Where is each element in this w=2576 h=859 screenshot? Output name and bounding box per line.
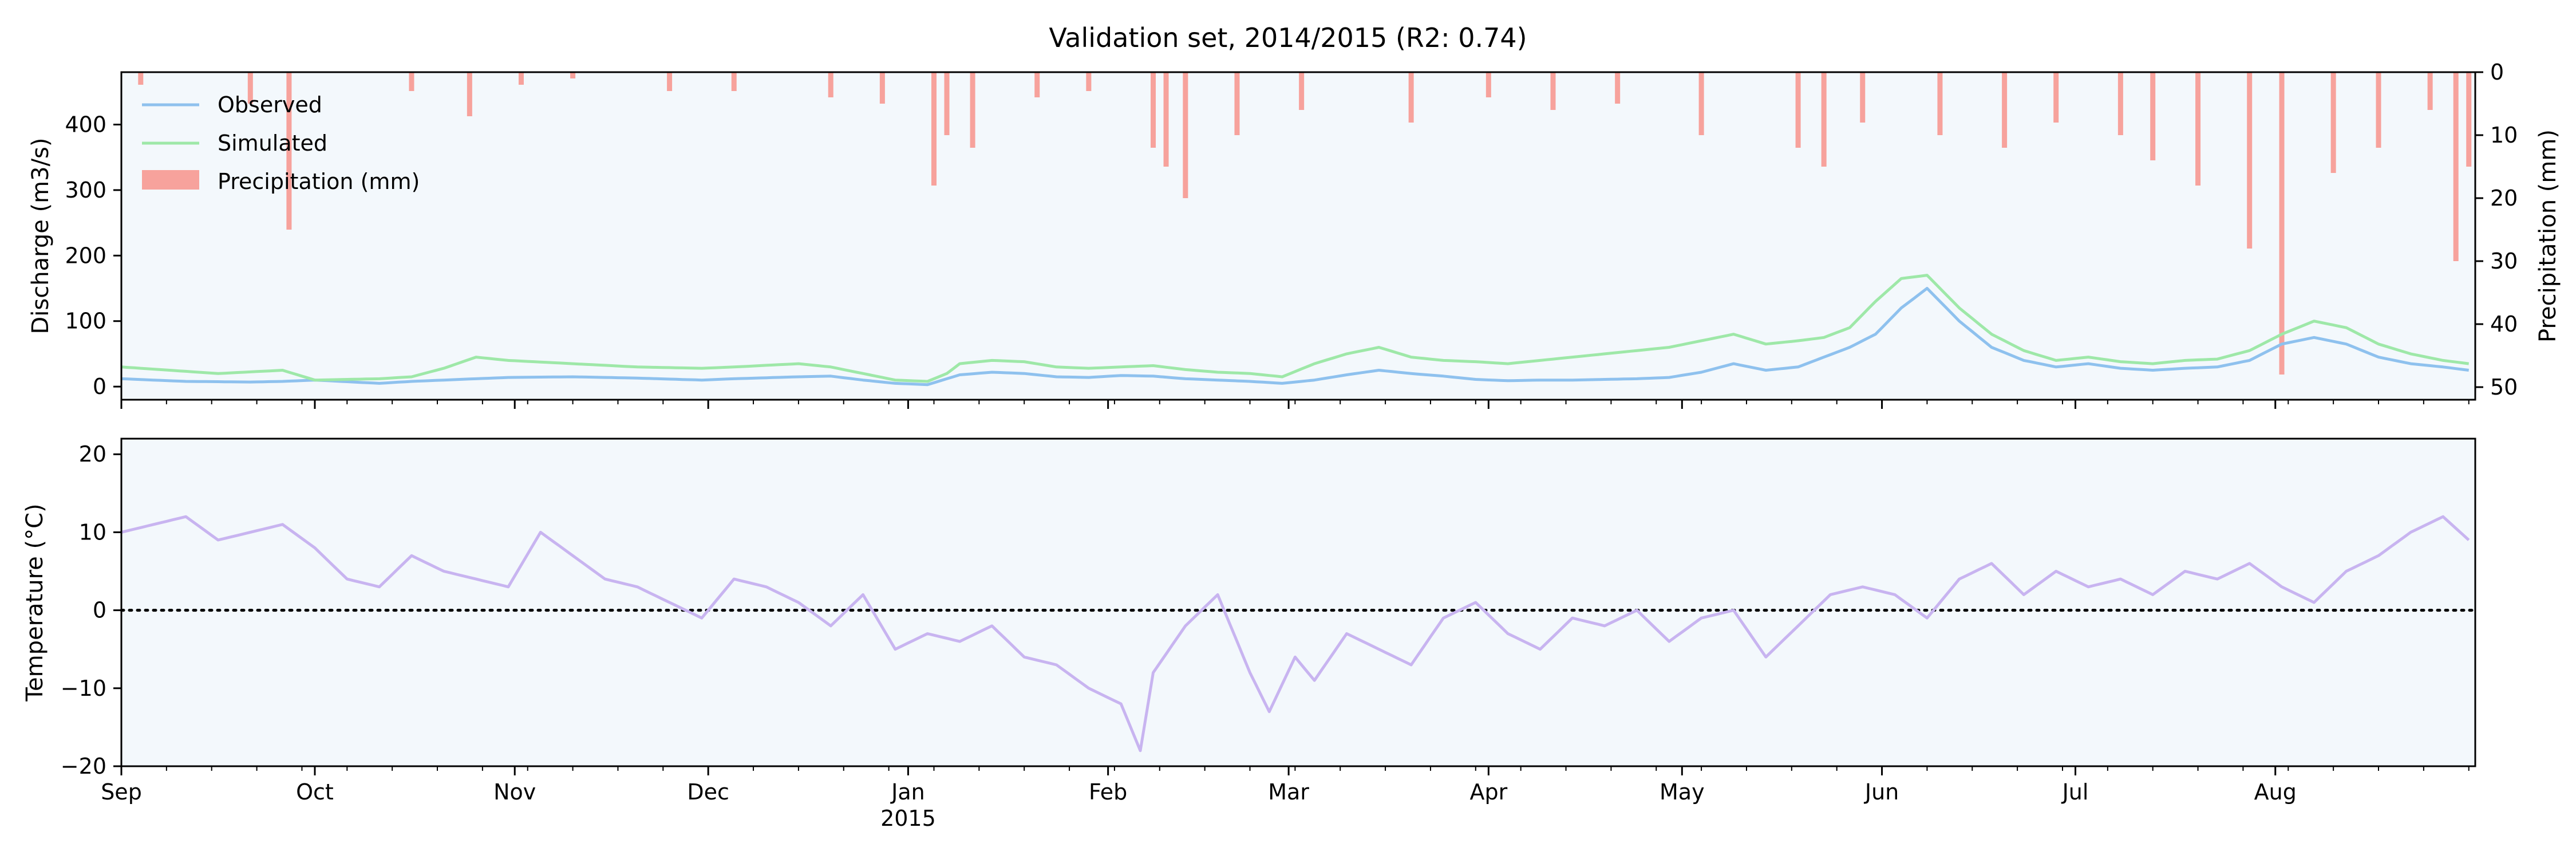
precipitation-bar	[1034, 72, 1040, 97]
temperature-y-tick-label: 10	[79, 519, 106, 545]
precipitation-bar	[2453, 72, 2459, 261]
precipitation-bar	[731, 72, 737, 91]
legend-precipitation-label: Precipitation (mm)	[218, 169, 420, 194]
year-label: 2015	[880, 806, 936, 831]
discharge-plot-area	[121, 72, 2475, 400]
precipitation-y-tick-label: 20	[2490, 186, 2518, 211]
temperature-y-tick-label: 0	[93, 598, 106, 623]
discharge-ylabel: Discharge (m3/s)	[27, 137, 54, 334]
precipitation-bar	[2150, 72, 2156, 160]
precipitation-bar	[2247, 72, 2253, 249]
temperature-lines	[121, 515, 2470, 752]
x-tick-label: Jan	[890, 779, 925, 805]
observed-series-line	[121, 287, 2470, 387]
precipitation-ylabel: Precipitation (mm)	[2535, 129, 2561, 342]
precipitation-bar	[879, 72, 885, 104]
discharge-panel: 0 100 200 300 400 0 10 20 30 40 50 Discharge (m3/…	[27, 60, 2561, 409]
simulated-series-line	[121, 274, 2470, 383]
precipitation-bar	[1299, 72, 1305, 110]
temperature-y-tick-label: −20	[61, 754, 106, 779]
legend-simulated-label: Simulated	[218, 131, 327, 156]
precipitation-bar	[518, 72, 524, 85]
chart-title: Validation set, 2014/2015 (R2: 0.74)	[1049, 22, 1527, 53]
discharge-lines	[121, 274, 2470, 387]
precipitation-bar	[944, 72, 950, 135]
precipitation-bar	[2117, 72, 2123, 135]
x-tick-label: Jun	[1864, 779, 1899, 805]
precipitation-bars	[138, 72, 2472, 375]
discharge-x-ticks	[120, 400, 2470, 409]
precipitation-bar	[409, 72, 414, 91]
x-tick-label: Apr	[1469, 779, 1507, 805]
precipitation-bar	[1698, 72, 1704, 135]
precipitation-bar	[667, 72, 673, 91]
discharge-y-tick-label: 400	[65, 112, 106, 137]
precipitation-bar	[1151, 72, 1156, 148]
precipitation-bar	[570, 72, 576, 78]
x-tick-label: Sep	[101, 779, 142, 805]
precipitation-bar	[1183, 72, 1188, 198]
precipitation-bar	[2376, 72, 2381, 148]
x-tick-label: Jul	[2061, 779, 2089, 805]
x-tick-label: Aug	[2254, 779, 2297, 805]
precipitation-bar	[1163, 72, 1169, 167]
precipitation-y-ticks: 0 10 20 30 40 50	[2475, 60, 2518, 400]
temperature-series-line	[121, 515, 2470, 752]
precipitation-y-tick-label: 50	[2490, 375, 2518, 400]
precipitation-y-tick-label: 10	[2490, 123, 2518, 148]
precipitation-y-tick-label: 30	[2490, 249, 2518, 274]
precipitation-y-tick-label: 40	[2490, 312, 2518, 337]
precipitation-bar	[828, 72, 833, 97]
precipitation-bar	[2279, 72, 2285, 375]
precipitation-bar	[1485, 72, 1491, 97]
temperature-plot-frame	[120, 438, 2476, 767]
discharge-y-tick-label: 0	[93, 374, 106, 399]
temperature-plot-area	[121, 439, 2475, 766]
precipitation-bar	[2427, 72, 2433, 110]
precipitation-bar	[2195, 72, 2201, 186]
temperature-panel: −20 −10 0 10 20 Sep Oct Nov Dec Jan Feb Mar Apr May J…	[22, 438, 2477, 831]
legend-precipitation-swatch	[142, 170, 199, 190]
x-tick-label: Mar	[1268, 779, 1309, 805]
precipitation-y-tick-label: 0	[2490, 60, 2504, 85]
precipitation-bar	[2466, 72, 2472, 167]
precipitation-bar	[1821, 72, 1827, 167]
precipitation-bar	[467, 72, 472, 116]
x-tick-label: Oct	[296, 779, 334, 805]
x-tick-label: Feb	[1089, 779, 1127, 805]
precipitation-bar	[247, 72, 253, 104]
x-tick-label: May	[1660, 779, 1705, 805]
discharge-plot-frame	[120, 71, 2476, 401]
precipitation-bar	[2330, 72, 2336, 173]
precipitation-bar	[286, 72, 292, 230]
precipitation-bar	[1860, 72, 1866, 123]
discharge-y-ticks: 0 100 200 300 400	[65, 112, 121, 399]
precipitation-bar	[970, 72, 975, 148]
precipitation-bar	[1550, 72, 1556, 110]
precipitation-bar	[1937, 72, 1943, 135]
precipitation-bar	[2053, 72, 2059, 123]
precipitation-bar	[138, 72, 144, 85]
temperature-y-tick-label: −10	[61, 676, 106, 701]
discharge-y-tick-label: 300	[65, 178, 106, 203]
temperature-x-ticks: Sep Oct Nov Dec Jan Feb Mar Apr May Jun Jul Aug	[101, 766, 2470, 805]
x-tick-label: Dec	[687, 779, 729, 805]
legend: Observed Simulated Precipitation (mm)	[142, 92, 420, 194]
precipitation-bar	[1408, 72, 1414, 123]
precipitation-bar	[2002, 72, 2008, 148]
temperature-y-ticks: −20 −10 0 10 20	[61, 442, 121, 779]
precipitation-bar	[931, 72, 937, 186]
temperature-y-tick-label: 20	[79, 442, 106, 467]
discharge-y-tick-label: 100	[65, 309, 106, 334]
precipitation-bar	[1795, 72, 1801, 148]
precipitation-bar	[1234, 72, 1240, 135]
precipitation-bar	[1086, 72, 1092, 91]
precipitation-bar	[1615, 72, 1621, 104]
temperature-ylabel: Temperature (°C)	[22, 503, 48, 702]
x-tick-label: Nov	[493, 779, 536, 805]
discharge-y-tick-label: 200	[65, 243, 106, 268]
legend-observed-label: Observed	[218, 92, 322, 117]
